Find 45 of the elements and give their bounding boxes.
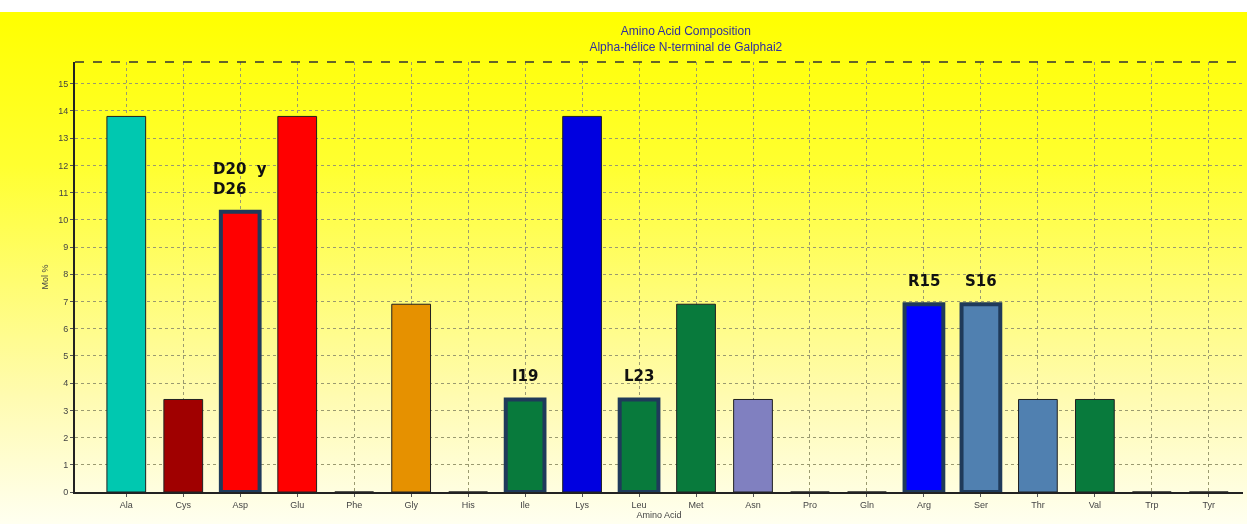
y-tick-label: 4 [63,378,69,389]
y-tick-label: 8 [63,269,69,280]
x-tick-label: Trp [1145,499,1159,510]
x-tick-label: Met [688,499,705,510]
x-tick-label: Leu [631,499,647,510]
x-tick-label: Gln [859,499,874,510]
x-tick-label: Ile [520,499,530,510]
x-tick-label: Cys [175,499,192,510]
annotation: D20 y D26 [213,160,267,198]
chart-title: Amino Acid Composition [620,24,751,39]
annotation: I19 [512,367,539,385]
y-tick-label: 11 [58,187,69,198]
x-tick-label: Glu [290,499,305,510]
x-tick-label: Arg [916,499,931,510]
y-tick-label: 0 [63,487,69,498]
x-tick-label: Gly [404,499,419,510]
y-tick-label: 9 [63,242,69,253]
chart-subtitle: Alpha-hélice N-terminal de Galphai2 [589,39,783,54]
x-tick-label: Lys [575,499,590,510]
y-tick-label: 15 [58,78,69,89]
y-tick-label: 10 [58,215,69,225]
y-tick-label: 12 [58,160,69,171]
x-tick-label: Phe [346,499,363,510]
y-tick-label: 13 [58,133,69,144]
annotation: R15 [908,272,941,290]
y-tick-label: 7 [63,296,69,307]
x-tick-label: Ser [973,499,988,510]
x-tick-label: Asp [232,499,248,510]
annotation: S16 [965,272,997,290]
x-tick-label: Val [1088,499,1102,510]
x-axis-title: Amino Acid [636,509,682,520]
x-tick-label: Tyr [1202,499,1216,510]
x-tick-label: Asn [745,499,761,510]
annotation: L23 [624,367,655,385]
x-tick-label: Thr [1031,499,1045,510]
x-tick-label: His [461,499,476,510]
y-tick-label: 6 [63,323,69,334]
y-tick-label: 3 [63,405,69,416]
y-axis-title: Mol % [40,264,51,290]
y-tick-label: 5 [63,351,69,362]
y-tick-label: 14 [58,106,69,117]
y-tick-label: 1 [63,459,69,470]
y-tick-label: 2 [63,432,69,443]
x-tick-label: Pro [802,499,817,510]
x-tick-label: Ala [119,499,133,510]
